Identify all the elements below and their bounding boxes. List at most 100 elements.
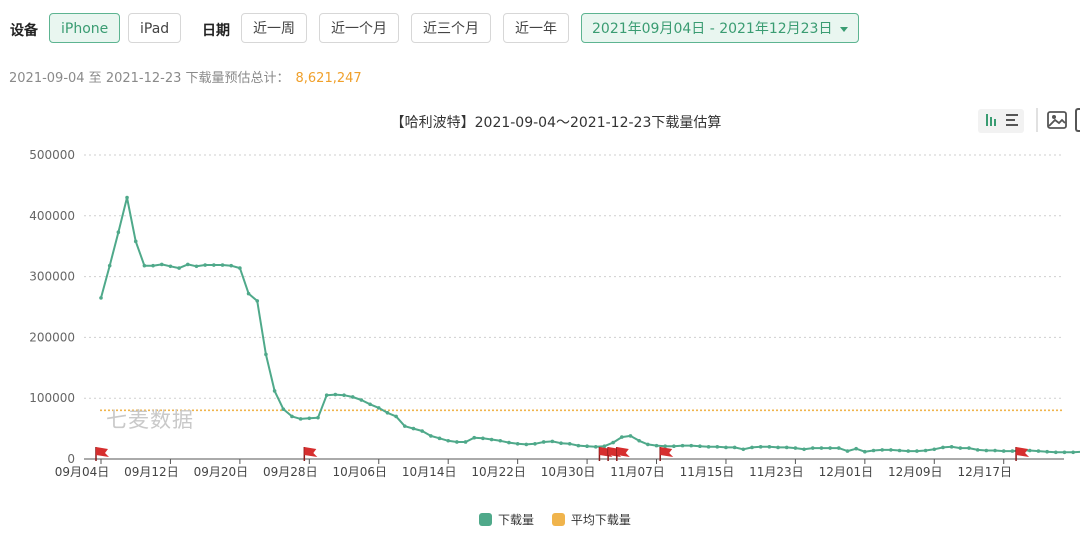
downloads-data-point <box>116 230 121 235</box>
downloads-data-point <box>897 448 902 453</box>
downloads-data-point <box>1036 449 1041 453</box>
event-flag-icon <box>95 447 109 461</box>
period-three-months-button[interactable]: 近三个月 <box>411 13 491 43</box>
x-tick-label: 11月23日 <box>749 465 804 479</box>
downloads-data-point <box>437 436 442 441</box>
x-tick-label: 09月04日 <box>55 465 110 479</box>
downloads-data-point <box>758 445 763 449</box>
period-week-button[interactable]: 近一周 <box>241 13 307 43</box>
downloads-data-point <box>307 416 312 421</box>
toolbar-divider <box>1036 108 1038 132</box>
downloads-data-point <box>984 448 989 453</box>
downloads-data-point <box>845 449 850 453</box>
filter-toolbar: 设备 iPhone iPad 日期 近一周 近一个月 近三个月 近一年 2021… <box>0 12 1080 46</box>
downloads-data-point <box>229 263 233 268</box>
downloads-data-point <box>220 263 225 267</box>
downloads-data-point <box>611 440 615 445</box>
downloads-data-point <box>576 443 581 448</box>
flag-cloth <box>1016 447 1030 457</box>
image-download-icon[interactable] <box>1045 108 1069 132</box>
downloads-data-point <box>585 444 589 449</box>
legend-item-downloads[interactable]: 下载量 <box>479 511 534 528</box>
downloads-data-point <box>168 264 173 269</box>
downloads-data-point <box>602 444 607 449</box>
date-range-picker[interactable]: 2021年09月04日 - 2021年12月23日 <box>581 13 860 43</box>
downloads-data-point <box>593 445 598 449</box>
downloads-data-point <box>151 263 155 268</box>
flag-cloth <box>304 447 318 457</box>
downloads-data-point <box>255 299 260 303</box>
summary-text: 2021-09-04 至 2021-12-23 下载量预估总计： <box>9 71 290 86</box>
device-ipad-button[interactable]: iPad <box>128 13 182 43</box>
downloads-data-point <box>550 439 555 444</box>
downloads-data-point <box>1071 450 1075 455</box>
downloads-data-point <box>359 398 364 402</box>
downloads-data-point <box>628 434 633 438</box>
downloads-data-point <box>429 434 433 438</box>
downloads-data-point <box>272 389 277 393</box>
x-tick-label: 10月14日 <box>402 465 457 479</box>
chart-legend: 下载量 平均下载量 <box>479 511 645 528</box>
downloads-data-point <box>715 445 720 449</box>
downloads-data-point <box>871 448 876 453</box>
view-toggle[interactable] <box>978 109 1024 133</box>
downloads-data-point <box>967 446 971 450</box>
downloads-data-point <box>663 444 667 449</box>
event-flag-icon <box>303 447 318 461</box>
downloads-data-point <box>793 446 798 450</box>
downloads-data-point <box>142 263 147 268</box>
downloads-data-point <box>203 263 207 267</box>
downloads-data-point <box>186 262 190 267</box>
x-tick-label: 12月09日 <box>888 465 943 479</box>
downloads-data-point <box>672 444 676 449</box>
x-tick-label: 12月17日 <box>957 465 1012 479</box>
more-tools-icon[interactable] <box>1075 108 1080 132</box>
downloads-data-point <box>854 446 858 451</box>
summary-total: 8,621,247 <box>295 71 362 86</box>
x-tick-label: 12月01日 <box>819 465 874 479</box>
downloads-data-point <box>646 442 650 447</box>
downloads-data-point <box>107 263 112 268</box>
event-flag-icon <box>659 447 674 461</box>
downloads-data-point <box>342 393 346 397</box>
x-tick-label: 09月28日 <box>263 465 318 479</box>
legend-item-average[interactable]: 平均下载量 <box>551 511 631 528</box>
list-icon[interactable] <box>1001 109 1025 133</box>
downloads-data-point <box>567 442 572 446</box>
downloads-data-point <box>750 445 754 450</box>
legend-label-average: 平均下载量 <box>570 513 631 527</box>
downloads-data-point <box>212 263 216 267</box>
period-year-button[interactable]: 近一年 <box>503 13 569 43</box>
downloads-data-point <box>1045 449 1049 454</box>
downloads-data-point <box>828 446 832 450</box>
downloads-data-point <box>889 448 893 452</box>
downloads-data-point <box>99 296 103 300</box>
bar-chart-icon[interactable] <box>981 109 1005 133</box>
downloads-data-point <box>1001 449 1006 453</box>
downloads-data-point <box>133 239 138 244</box>
downloads-data-point <box>1054 450 1058 455</box>
downloads-data-point <box>941 445 945 450</box>
downloads-data-point <box>498 438 503 443</box>
downloads-data-point <box>680 443 685 448</box>
downloads-data-point <box>281 407 286 411</box>
downloads-data-point <box>906 449 911 453</box>
downloads-data-point <box>489 437 494 442</box>
x-tick-label: 09月12日 <box>124 465 179 479</box>
downloads-data-point <box>238 266 242 270</box>
downloads-data-point <box>949 445 954 449</box>
period-month-button[interactable]: 近一个月 <box>319 13 399 43</box>
downloads-data-point <box>403 424 407 428</box>
downloads-data-point <box>507 440 511 445</box>
y-tick-label: 300000 <box>29 270 75 284</box>
downloads-data-point <box>932 447 937 452</box>
x-tick-label: 10月30日 <box>541 465 596 479</box>
event-flag-icon <box>616 447 630 461</box>
downloads-data-point <box>333 392 338 397</box>
downloads-data-point <box>524 442 529 447</box>
download-summary: 2021-09-04 至 2021-12-23 下载量预估总计： 8,621,24… <box>9 67 362 86</box>
downloads-data-point <box>915 449 919 453</box>
device-iphone-button[interactable]: iPhone <box>49 13 121 43</box>
downloads-data-point <box>958 446 963 450</box>
